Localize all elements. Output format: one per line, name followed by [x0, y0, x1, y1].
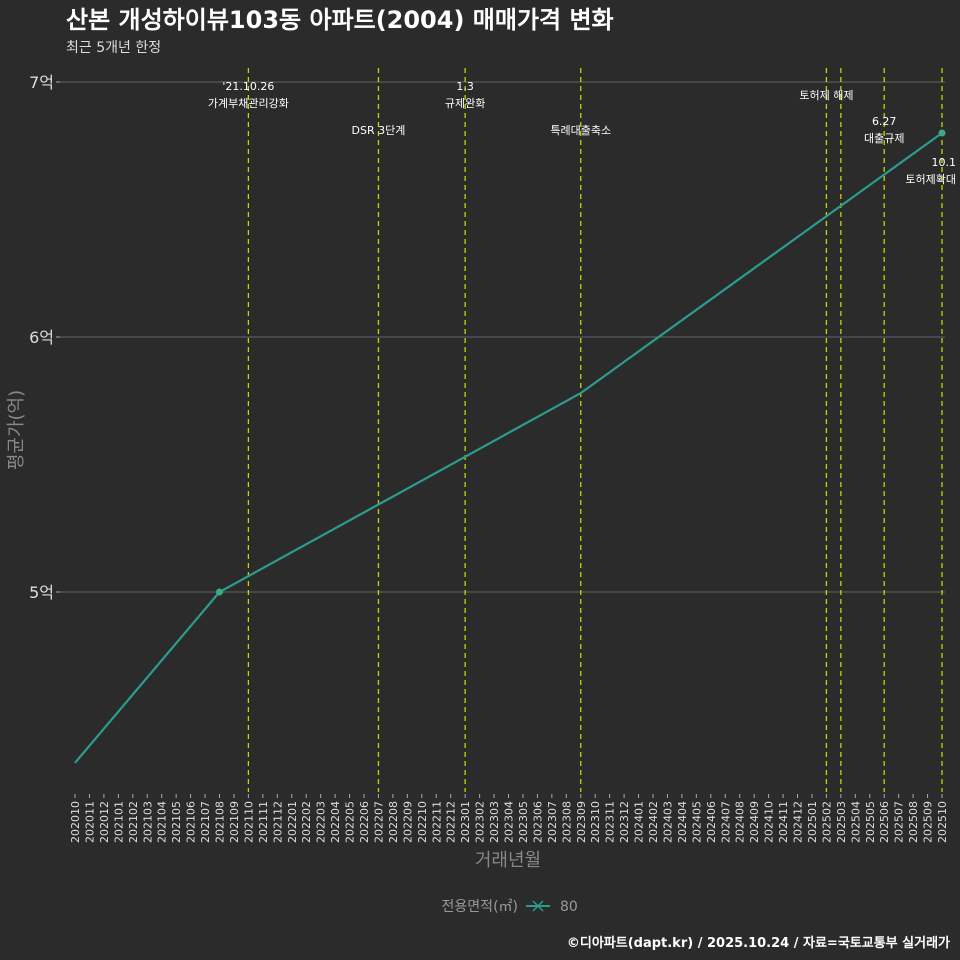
x-tick-label: 202201 — [286, 801, 299, 843]
x-tick-label: 202208 — [387, 801, 400, 843]
x-tick-label: 202303 — [488, 801, 501, 843]
x-tick-label: 202310 — [589, 801, 602, 843]
x-tick-label: 202011 — [83, 801, 96, 843]
x-tick-label: 202309 — [575, 801, 588, 843]
x-tick-label: 202210 — [416, 801, 429, 843]
x-tick-label: 202312 — [618, 801, 631, 843]
legend-entry: 80 — [560, 899, 578, 915]
x-tick-label: 202110 — [242, 801, 255, 843]
x-tick-label: 202401 — [633, 801, 646, 843]
x-tick-label: 202402 — [647, 801, 660, 843]
x-tick-label: 202111 — [257, 801, 270, 843]
x-tick-label: 202308 — [560, 801, 573, 843]
x-tick-label: 202207 — [372, 801, 385, 843]
x-tick-label: 202406 — [705, 801, 718, 843]
x-tick-label: 202501 — [806, 801, 819, 843]
x-tick-label: 202404 — [676, 801, 689, 843]
event-annotation: 토허제 해제 — [799, 88, 853, 102]
x-tick-label: 202105 — [170, 801, 183, 843]
x-tick-label: 202502 — [820, 801, 833, 843]
x-tick-label: 202304 — [503, 801, 516, 843]
caption: ©디아파트(dapt.kr) / 2025.10.24 / 자료=국토교통부 실… — [567, 935, 950, 951]
x-tick-label: 202411 — [777, 801, 790, 843]
x-tick-label: 202212 — [445, 801, 458, 843]
x-tick-label: 202103 — [141, 801, 154, 843]
x-tick-label: 202302 — [474, 801, 487, 843]
x-tick-label: 202412 — [792, 801, 805, 843]
x-tick-label: 202107 — [199, 801, 212, 843]
x-tick-label: 202506 — [878, 801, 891, 843]
x-tick-label: 202410 — [763, 801, 776, 843]
legend: 전용면적(㎡) 80 — [442, 899, 578, 915]
event-annotation: 10.1 — [932, 156, 957, 169]
event-annotation: 규제완화 — [445, 97, 485, 110]
x-tick-label: 202305 — [517, 801, 530, 843]
x-tick-label: 202311 — [604, 801, 617, 843]
legend-title: 전용면적(㎡) — [442, 899, 518, 915]
x-tick-label: 202509 — [922, 801, 935, 843]
x-tick-label: 202106 — [185, 801, 198, 843]
event-annotation: DSR 3단계 — [352, 124, 406, 137]
y-tick-label: 6억 — [29, 328, 54, 347]
x-tick-label: 202012 — [98, 801, 111, 843]
series-line — [74, 132, 943, 764]
x-tick-label: 202203 — [315, 801, 328, 843]
x-tick-label: 202307 — [546, 801, 559, 843]
x-tick-label: 202510 — [936, 801, 949, 843]
legend-marker-icon — [532, 900, 544, 912]
event-annotation: 1.3 — [456, 80, 474, 93]
x-tick-label: 202108 — [214, 801, 227, 843]
event-annotation: '21.10.26 — [222, 80, 274, 93]
x-tick-label: 202503 — [835, 801, 848, 843]
y-tick-label: 7억 — [29, 73, 54, 92]
data-point — [216, 588, 223, 596]
x-tick-label: 202102 — [127, 801, 140, 843]
x-tick-label: 202205 — [344, 801, 357, 843]
x-tick-label: 202104 — [156, 801, 169, 843]
x-tick-label: 202109 — [228, 801, 241, 843]
x-tick-label: 202306 — [531, 801, 544, 843]
x-axis-label: 거래년월 — [475, 850, 541, 871]
x-tick-label: 202405 — [690, 801, 703, 843]
x-tick-label: 202206 — [358, 801, 371, 843]
chart-subtitle: 최근 5개년 한정 — [66, 40, 161, 56]
x-tick-label: 202407 — [719, 801, 732, 843]
x-tick-label: 202504 — [849, 801, 862, 843]
y-axis-label: 평균가(억) — [6, 390, 27, 470]
x-tick-label: 202507 — [893, 801, 906, 843]
x-tick-label: 202403 — [661, 801, 674, 843]
x-tick-label: 202101 — [112, 801, 125, 843]
event-annotation: 특례대출축소 — [550, 124, 611, 137]
event-annotation: 대출규제 — [864, 132, 904, 145]
x-tick-label: 202209 — [401, 801, 414, 843]
x-tick-label: 202508 — [907, 801, 920, 843]
y-tick-label: 5억 — [29, 583, 54, 602]
event-annotation: 토허제확대 — [905, 173, 956, 186]
x-tick-label: 202010 — [69, 801, 82, 843]
event-annotation: 가계부채관리강화 — [208, 97, 289, 110]
x-tick-label: 202301 — [459, 801, 472, 843]
x-tick-label: 202409 — [748, 801, 761, 843]
event-annotation: 6.27 — [872, 115, 897, 128]
x-tick-label: 202505 — [864, 801, 877, 843]
x-tick-label: 202112 — [271, 801, 284, 843]
x-tick-label: 202408 — [734, 801, 747, 843]
chart-title: 산본 개성하이뷰103동 아파트(2004) 매매가격 변화 — [66, 6, 614, 34]
x-tick-label: 202204 — [329, 801, 342, 843]
data-point — [938, 129, 946, 137]
x-tick-label: 202202 — [300, 801, 313, 843]
x-tick-label: 202211 — [430, 801, 443, 843]
